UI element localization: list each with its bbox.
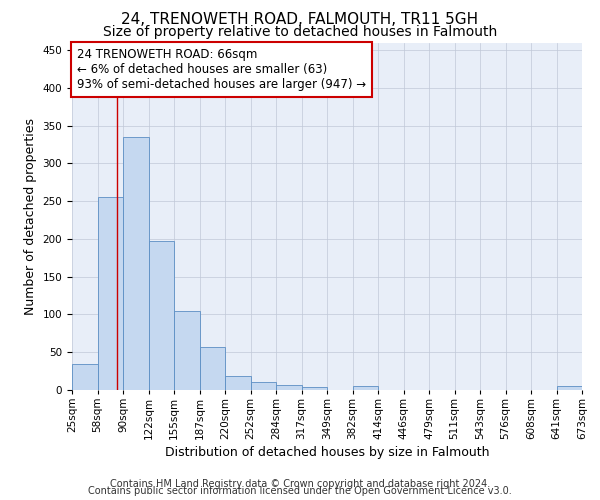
Bar bbox=[123, 137, 149, 390]
Text: 24, TRENOWETH ROAD, FALMOUTH, TR11 5GH: 24, TRENOWETH ROAD, FALMOUTH, TR11 5GH bbox=[121, 12, 479, 28]
Bar bbox=[302, 387, 327, 390]
Bar bbox=[225, 376, 251, 390]
Bar bbox=[557, 386, 582, 390]
Text: Contains HM Land Registry data © Crown copyright and database right 2024.: Contains HM Land Registry data © Crown c… bbox=[110, 479, 490, 489]
X-axis label: Distribution of detached houses by size in Falmouth: Distribution of detached houses by size … bbox=[165, 446, 489, 459]
Text: 24 TRENOWETH ROAD: 66sqm
← 6% of detached houses are smaller (63)
93% of semi-de: 24 TRENOWETH ROAD: 66sqm ← 6% of detache… bbox=[77, 48, 366, 90]
Text: Size of property relative to detached houses in Falmouth: Size of property relative to detached ho… bbox=[103, 25, 497, 39]
Bar bbox=[149, 241, 174, 390]
Bar bbox=[199, 347, 225, 390]
Y-axis label: Number of detached properties: Number of detached properties bbox=[24, 118, 37, 315]
Bar bbox=[72, 364, 97, 390]
Bar bbox=[174, 312, 199, 390]
Text: Contains public sector information licensed under the Open Government Licence v3: Contains public sector information licen… bbox=[88, 486, 512, 496]
Bar bbox=[276, 386, 302, 390]
Bar bbox=[353, 386, 378, 390]
Bar bbox=[251, 382, 276, 390]
Bar bbox=[97, 198, 123, 390]
